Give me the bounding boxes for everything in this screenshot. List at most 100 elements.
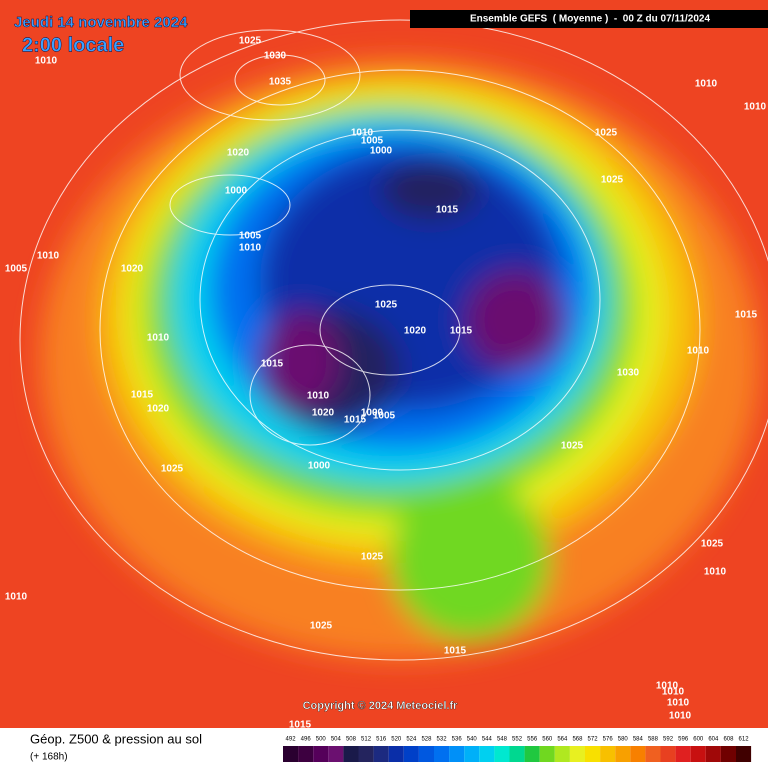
- isobar-label: 1025: [239, 36, 262, 47]
- legend-label: 492: [286, 737, 297, 743]
- legend-swatch: [660, 746, 676, 762]
- isobar-label: 1015: [131, 390, 154, 401]
- legend-swatch: [569, 746, 585, 762]
- legend-label: 556: [527, 737, 538, 743]
- isobar-label: 1025: [601, 175, 624, 186]
- legend-label: 500: [316, 737, 327, 743]
- geopotential-field: [40, 60, 760, 660]
- isobar-label: 1025: [310, 621, 333, 632]
- isobar-label: 1010: [695, 79, 718, 90]
- legend-label: 572: [588, 737, 599, 743]
- isobar-label: 1010: [744, 102, 767, 113]
- legend-label: 512: [361, 737, 372, 743]
- isobar-label: 1030: [264, 51, 287, 62]
- isobars: [19, 19, 768, 661]
- legend-swatch: [328, 746, 344, 762]
- isobar-label: 1000: [225, 186, 248, 197]
- legend-swatch: [343, 746, 359, 762]
- copyright: Copyright © 2024 Meteociel.fr: [303, 700, 459, 712]
- legend-label: 496: [301, 737, 312, 743]
- legend-swatch: [554, 746, 570, 762]
- legend-swatch: [494, 746, 510, 762]
- isobar-label: 1020: [147, 404, 170, 415]
- legend-swatch: [736, 746, 752, 762]
- legend-swatch: [403, 746, 419, 762]
- isobar-label: 1010: [37, 251, 60, 262]
- isobar-label: 1010: [307, 391, 330, 402]
- footer-title: Géop. Z500 & pression au sol: [30, 731, 202, 746]
- isobar-label: 1025: [595, 128, 618, 139]
- isobar-label: 1010: [239, 243, 262, 254]
- legend-swatch: [388, 746, 404, 762]
- legend-label: 608: [723, 737, 734, 743]
- isobar-label: 1000: [370, 146, 393, 157]
- isobar-label: 1020: [121, 264, 144, 275]
- isobar-label: 1010: [704, 567, 727, 578]
- legend-swatch: [464, 746, 480, 762]
- isobar-label: 1010: [662, 687, 685, 698]
- isobar-label: 1025: [361, 552, 384, 563]
- legend-label: 508: [346, 737, 357, 743]
- isobar-label: 1005: [373, 411, 396, 422]
- legend-label: 612: [739, 737, 750, 743]
- isobar-label: 1005: [239, 231, 262, 242]
- isobar-label: 1025: [561, 441, 584, 452]
- isobar-label: 1015: [344, 415, 367, 426]
- isobar-label: 1010: [687, 346, 710, 357]
- isobar-label: 1015: [735, 310, 758, 321]
- legend-label: 588: [648, 737, 659, 743]
- legend: 492 496 500 504 508 512 516 520 524 528 532 536 540 5…: [283, 737, 752, 762]
- isobar-label: 1010: [667, 698, 690, 709]
- legend-swatch: [600, 746, 616, 762]
- isobar-label: 1000: [361, 408, 384, 419]
- isobar-label: 1020: [404, 326, 427, 337]
- isobar-label: 1025: [375, 300, 398, 311]
- legend-swatch: [509, 746, 525, 762]
- legend-label: 592: [663, 737, 674, 743]
- isobar-label: 1030: [617, 368, 640, 379]
- isobar-label: 1015: [444, 646, 467, 657]
- header-band: [410, 10, 768, 28]
- legend-swatch: [705, 746, 721, 762]
- legend-swatch: [524, 746, 540, 762]
- legend-label: 528: [421, 737, 432, 743]
- legend-swatch: [675, 746, 691, 762]
- legend-swatch: [418, 746, 434, 762]
- legend-label: 560: [542, 737, 553, 743]
- legend-swatch: [585, 746, 601, 762]
- legend-label: 552: [512, 737, 523, 743]
- legend-label: 596: [678, 737, 689, 743]
- model-run: Ensemble GEFS ( Moyenne ) - 00 Z du 07/1…: [470, 14, 711, 25]
- isobar-label: 1015: [289, 720, 312, 731]
- legend-swatch: [615, 746, 631, 762]
- isobar-label: 1005: [361, 136, 384, 147]
- legend-label: 544: [482, 737, 493, 743]
- local-time: 2:00 locale: [22, 34, 124, 56]
- isobar-label: 1010: [656, 681, 679, 692]
- legend-label: 524: [406, 737, 417, 743]
- isobar-label: 1010: [5, 592, 28, 603]
- legend-label: 540: [467, 737, 478, 743]
- isobar-label: 1020: [227, 148, 250, 159]
- legend-label: 580: [618, 737, 629, 743]
- footer-lead: (+ 168h): [30, 752, 68, 763]
- legend-swatch: [434, 746, 450, 762]
- legend-label: 548: [497, 737, 508, 743]
- isobar-label: 1005: [5, 264, 28, 275]
- legend-label: 584: [633, 737, 644, 743]
- isobar-label: 1020: [312, 408, 335, 419]
- legend-label: 532: [437, 737, 448, 743]
- valid-date: Jeudi 14 novembre 2024: [14, 14, 188, 31]
- legend-swatch: [479, 746, 495, 762]
- isobar-label: 1000: [308, 461, 331, 472]
- legend-label: 600: [693, 737, 704, 743]
- isobar-label: 1015: [436, 205, 459, 216]
- legend-swatch: [645, 746, 661, 762]
- legend-swatch: [373, 746, 389, 762]
- isobar-label: 1015: [261, 359, 284, 370]
- legend-swatch: [283, 746, 299, 762]
- isobar-label: 1010: [147, 333, 170, 344]
